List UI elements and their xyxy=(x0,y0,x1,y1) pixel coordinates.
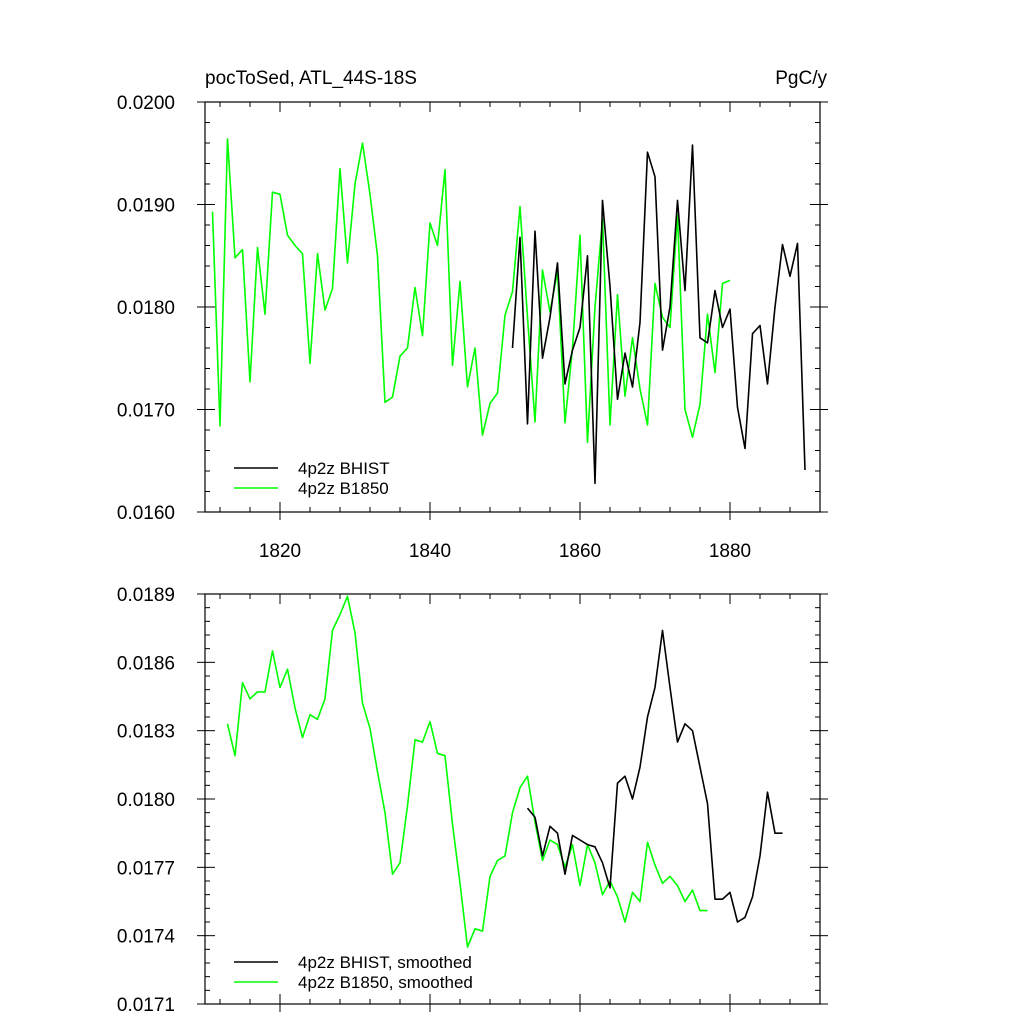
bottom-panel: 0.0171 0.0174 0.0177 0.0180 0.0183 0.0186 0.01… xyxy=(117,585,828,1016)
y-tick-label: 0.0174 xyxy=(117,927,176,948)
bottom-panel-series xyxy=(226,595,783,948)
legend-label-1: 4p2z B1850, smoothed xyxy=(298,973,473,992)
legend-label-0: 4p2z BHIST xyxy=(298,459,390,478)
y-tick-label: 0.0190 xyxy=(117,196,175,217)
bottom-panel-plot-frame xyxy=(204,593,821,1005)
chart-title-right: PgC/y xyxy=(775,68,827,89)
top-panel-plot-frame xyxy=(204,101,821,513)
bottom-panel-ticks: 0.0171 0.0174 0.0177 0.0180 0.0183 0.0186 0.01… xyxy=(117,585,828,1016)
y-tick-label: 0.0160 xyxy=(117,503,175,524)
y-tick-label: 0.0171 xyxy=(117,995,175,1016)
series-line-1 xyxy=(226,595,708,948)
series-line-0 xyxy=(526,629,783,923)
legend-label-0: 4p2z BHIST, smoothed xyxy=(298,953,472,972)
y-tick-label: 0.0177 xyxy=(117,858,175,879)
x-tick-label: 1880 xyxy=(709,541,751,562)
series-line-0 xyxy=(511,144,806,485)
x-tick-label: 1860 xyxy=(559,541,601,562)
y-tick-label: 0.0180 xyxy=(117,790,175,811)
chart-title-left: pocToSed, ATL_44S-18S xyxy=(205,68,417,89)
y-tick-label: 0.0170 xyxy=(117,401,175,422)
y-tick-label: 0.0189 xyxy=(117,585,175,606)
top-panel-ticks: 1820 1840 1860 1880 0.0160 0.0170 0.0180 0.0190… xyxy=(117,93,828,562)
y-tick-label: 0.0200 xyxy=(117,93,175,114)
x-tick-label: 1840 xyxy=(409,541,451,562)
y-tick-label: 0.0186 xyxy=(117,653,175,674)
legend-label-1: 4p2z B1850 xyxy=(298,479,389,498)
series-line-1 xyxy=(211,138,731,444)
top-panel: pocToSed, ATL_44S-18S PgC/y 1820 1840 1860… xyxy=(117,68,828,562)
y-tick-label: 0.0180 xyxy=(117,298,175,319)
top-panel-series xyxy=(211,138,806,485)
x-tick-label: 1820 xyxy=(259,541,301,562)
y-tick-label: 0.0183 xyxy=(117,722,175,743)
